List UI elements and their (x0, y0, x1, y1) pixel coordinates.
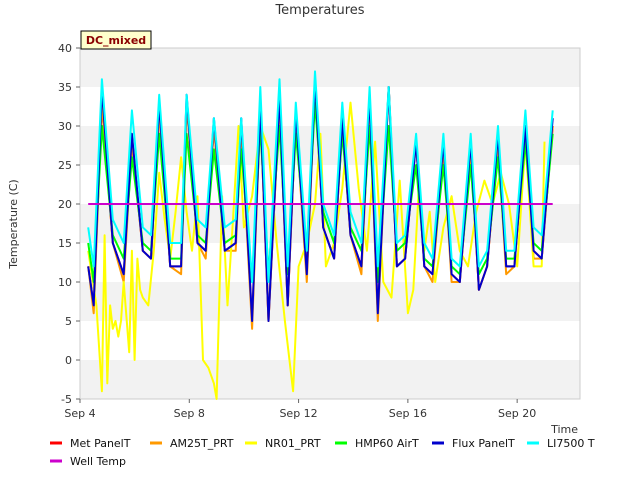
y-axis-label: Temperature (C) (7, 179, 20, 269)
legend-label-well-temp: Well Temp (70, 455, 126, 468)
x-tick-label: Sep 16 (389, 407, 427, 420)
y-tick-label: 15 (58, 237, 72, 250)
grid-band (80, 48, 580, 87)
grid-band (80, 360, 580, 399)
y-axis-ticks: -5 0 5 10 15 20 25 30 35 40 (58, 42, 80, 406)
chart-title: Temperatures (274, 3, 364, 18)
x-axis-label: Time (550, 423, 578, 436)
y-tick-label: 20 (58, 198, 72, 211)
y-tick-label: 35 (58, 81, 72, 94)
badge: DC_mixed (80, 30, 152, 50)
plot-area (79, 47, 581, 400)
y-tick-label: 10 (58, 276, 72, 289)
legend: Met PanelT AM25T_PRT NR01_PRT HMP60 AirT Flu… (50, 437, 595, 468)
y-tick-label: -5 (61, 393, 72, 406)
legend-label-hmp60-airt: HMP60 AirT (355, 437, 419, 450)
legend-label-li7500-t: LI7500 T (547, 437, 595, 450)
x-tick-label: Sep 8 (174, 407, 205, 420)
grid-band (80, 282, 580, 321)
y-tick-label: 5 (65, 315, 72, 328)
badge-box (80, 30, 152, 50)
series-lines (87, 70, 554, 400)
legend-label-met-panelt: Met PanelT (70, 437, 131, 450)
y-tick-label: 40 (58, 42, 72, 55)
legend-label-nr01-prt: NR01_PRT (265, 437, 321, 450)
series-line-li7500-t (87, 70, 554, 283)
x-tick-label: Sep 20 (498, 407, 536, 420)
x-tick-label: Sep 12 (279, 407, 317, 420)
x-tick-label: Sep 4 (64, 407, 95, 420)
y-tick-label: 0 (65, 354, 72, 367)
badge-label: DC_mixed (86, 34, 146, 47)
y-tick-label: 30 (58, 120, 72, 133)
y-tick-label: 25 (58, 159, 72, 172)
legend-label-flux-panelt: Flux PanelT (452, 437, 515, 450)
legend-label-am25t-prt: AM25T_PRT (170, 437, 234, 450)
x-axis-ticks: Sep 4 Sep 8 Sep 12 Sep 16 Sep 20 (64, 399, 536, 420)
